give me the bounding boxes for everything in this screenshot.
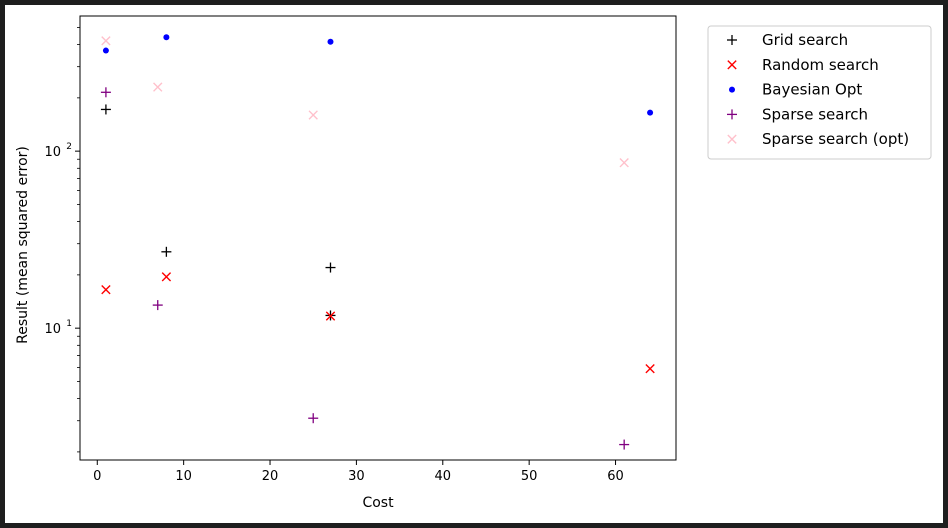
- data-point-s4-p0: [101, 36, 111, 46]
- scatter-chart: 0 10 20 30 40 50 60 10 1 10 2 Cost Result (mean s…: [15, 15, 932, 511]
- data-point-s3-p1: [152, 300, 163, 311]
- data-point-s1-p2: [325, 311, 336, 321]
- y-axis-label: Result (mean squared error): [15, 146, 31, 344]
- data-point-s0-p1: [161, 246, 172, 257]
- legend-marker-3: [727, 109, 737, 120]
- x-tick-label: 20: [262, 469, 279, 484]
- data-point-s0-p2: [325, 262, 336, 273]
- legend-marker-4: [727, 134, 737, 144]
- x-axis-label: Cost: [362, 495, 394, 511]
- legend-label: Sparse search (opt): [762, 130, 909, 148]
- x-axis-ticks: 0 10 20 30 40 50 60: [93, 460, 624, 484]
- y-tick-label: 10: [44, 322, 61, 337]
- data-point-s3-p3: [619, 439, 630, 450]
- y-tick-label: 10: [44, 145, 61, 160]
- legend-label: Random search: [762, 56, 879, 74]
- legend-marker-2: [729, 86, 735, 93]
- legend-box: [707, 25, 932, 160]
- y-axis-ticks: 10 1 10 2: [44, 27, 80, 453]
- chart-figure: 0 10 20 30 40 50 60 10 1 10 2 Cost Result (mean s…: [5, 5, 943, 523]
- x-tick-label: 30: [348, 469, 365, 484]
- data-point-s0-p0: [100, 104, 111, 115]
- data-point-s4-p3: [619, 158, 629, 168]
- legend-label: Bayesian Opt: [762, 81, 862, 99]
- data-point-s2-p0: [102, 47, 109, 54]
- data-point-s1-p3: [645, 364, 655, 374]
- data-point-s3-p0: [100, 87, 111, 98]
- data-points: [100, 34, 655, 450]
- x-tick-label: 10: [175, 469, 192, 484]
- legend-marker-1: [727, 60, 737, 70]
- x-tick-label: 60: [607, 469, 624, 484]
- x-tick-label: 50: [521, 469, 538, 484]
- data-point-s4-p1: [153, 82, 163, 92]
- legend-label: Sparse search: [762, 105, 868, 123]
- x-tick-label: 40: [435, 469, 452, 484]
- data-point-s3-p2: [308, 413, 319, 424]
- data-point-s1-p0: [101, 284, 111, 295]
- legend-marker-0: [727, 35, 737, 45]
- data-point-s1-p1: [161, 272, 172, 282]
- x-tick-label: 0: [93, 469, 101, 484]
- y-tick-exponent: 2: [66, 142, 72, 152]
- data-point-s2-p3: [647, 109, 654, 116]
- data-point-s2-p2: [327, 38, 334, 45]
- legend-label: Grid search: [762, 31, 848, 49]
- data-point-s2-p1: [163, 34, 170, 41]
- data-point-s4-p2: [308, 110, 318, 120]
- y-tick-exponent: 1: [66, 319, 72, 329]
- legend: Grid search Random search Bayesian Opt Spar…: [707, 25, 932, 160]
- plot-area: [79, 15, 677, 461]
